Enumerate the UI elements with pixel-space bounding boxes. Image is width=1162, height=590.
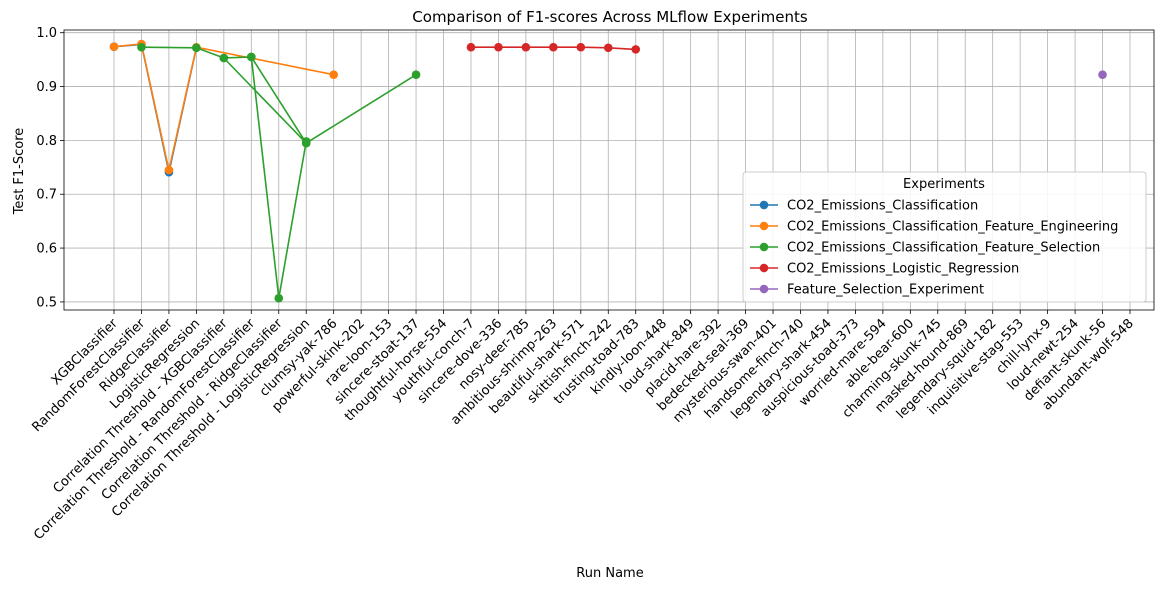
y-tick-label: 1.0	[36, 26, 57, 41]
y-axis-ticks: 0.5 0.6 0.7 0.8 0.9 1.0	[36, 26, 64, 310]
series-3	[466, 42, 641, 54]
legend-label: Feature_Selection_Experiment	[787, 283, 984, 298]
data-point	[1098, 70, 1107, 79]
legend-marker	[759, 242, 769, 252]
legend-marker	[759, 284, 769, 294]
y-tick-label: 0.9	[36, 80, 57, 95]
y-axis-label: Test F1-Score	[12, 128, 27, 216]
data-point	[411, 70, 421, 79]
data-point	[521, 42, 531, 52]
legend-label: CO2_Emissions_Classification_Feature_Sel…	[787, 241, 1100, 256]
plot-area	[63, 29, 1155, 311]
data-point	[246, 52, 256, 62]
data-point	[576, 42, 586, 52]
y-tick-label: 0.7	[36, 188, 57, 203]
y-tick-label: 0.6	[36, 242, 57, 257]
legend: Experiments CO2_Emissions_Classification…	[742, 171, 1147, 303]
y-tick-label: 0.8	[36, 134, 57, 149]
series-2	[137, 42, 421, 303]
data-point	[301, 138, 311, 148]
legend-box	[742, 171, 1147, 303]
data-point	[192, 43, 201, 53]
legend-items: CO2_Emissions_Classification CO2_Emission…	[750, 199, 1118, 298]
data-point	[164, 165, 174, 175]
data-point	[109, 42, 119, 51]
data-point	[219, 53, 229, 63]
legend-label: CO2_Emissions_Classification	[787, 199, 978, 214]
data-point	[631, 45, 641, 54]
x-axis-ticks: XGBClassifierRandomForestClassifierRidge…	[29, 310, 1137, 543]
data-point	[494, 42, 503, 52]
data-point	[603, 43, 613, 53]
data-point	[466, 42, 476, 52]
data-point	[274, 293, 284, 303]
chart-title: Comparison of F1-scores Across MLflow Ex…	[412, 8, 808, 26]
series-layer	[109, 39, 1107, 303]
legend-marker	[759, 263, 769, 273]
legend-label: CO2_Emissions_Classification_Feature_Eng…	[787, 220, 1118, 235]
x-axis-label: Run Name	[576, 566, 643, 581]
data-point	[549, 42, 558, 52]
y-tick-label: 0.5	[36, 295, 57, 310]
series-4	[1098, 70, 1107, 79]
data-point	[137, 42, 146, 52]
legend-title: Experiments	[903, 177, 985, 192]
legend-label: CO2_Emissions_Logistic_Regression	[787, 262, 1019, 277]
legend-marker	[759, 200, 769, 210]
legend-marker	[759, 221, 769, 231]
data-point	[329, 70, 338, 79]
